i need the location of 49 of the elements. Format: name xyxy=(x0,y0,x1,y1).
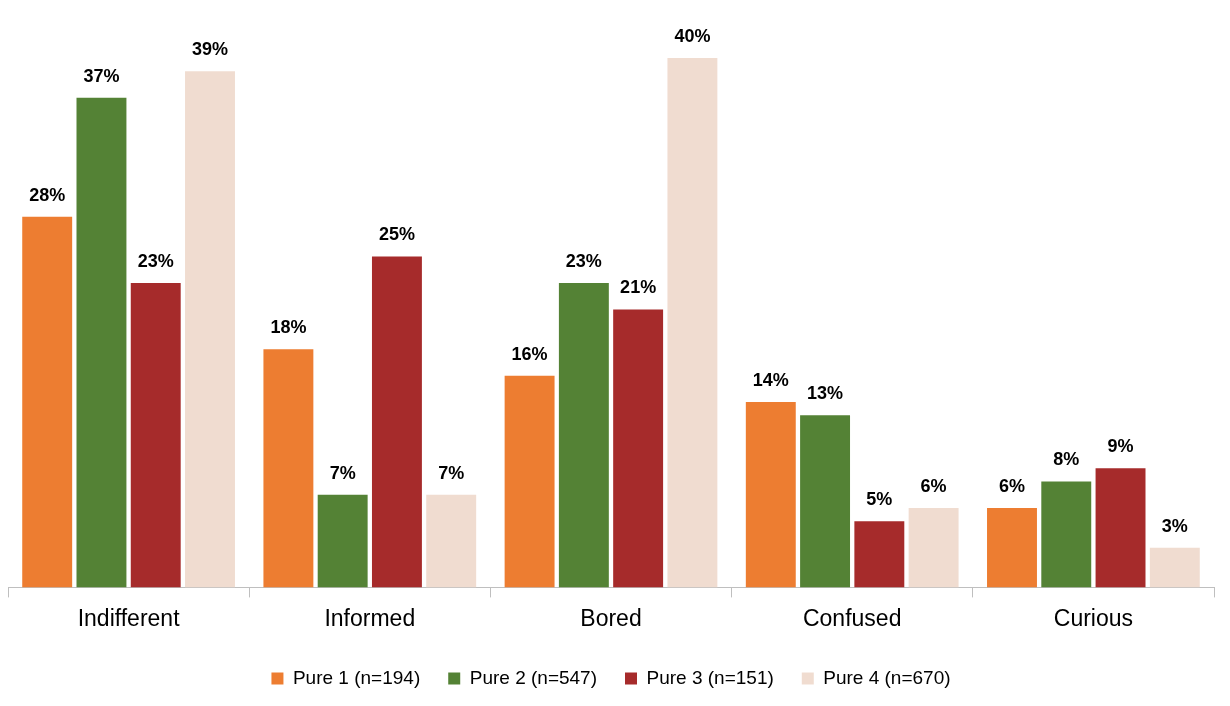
bar xyxy=(854,521,905,588)
data-label: 8% xyxy=(1053,449,1080,470)
bar xyxy=(76,97,127,588)
x-tick-label: Bored xyxy=(580,604,642,631)
data-label: 18% xyxy=(270,317,307,338)
data-label: 23% xyxy=(137,250,174,271)
bar xyxy=(371,256,422,588)
data-label: 16% xyxy=(511,343,548,364)
bar xyxy=(1041,481,1092,588)
bar xyxy=(185,71,235,588)
data-label: 3% xyxy=(1161,515,1188,536)
bar xyxy=(263,349,314,588)
x-tick-label: Indifferent xyxy=(77,604,181,631)
bar xyxy=(426,494,477,588)
data-label: 23% xyxy=(565,250,602,271)
legend-label: Pure 4 (n=670) xyxy=(823,666,951,688)
bar xyxy=(908,507,959,588)
legend-label: Pure 3 (n=151) xyxy=(646,666,774,688)
bar xyxy=(667,58,718,588)
bar xyxy=(22,216,73,588)
bar xyxy=(613,309,664,588)
bar xyxy=(800,415,851,588)
data-label: 14% xyxy=(752,370,789,391)
data-label: 6% xyxy=(920,475,947,496)
legend-label: Pure 2 (n=547) xyxy=(469,666,598,688)
bar xyxy=(745,402,796,588)
bar xyxy=(1095,468,1146,588)
bar xyxy=(504,375,555,588)
data-label: 9% xyxy=(1107,436,1134,457)
data-label: 6% xyxy=(998,475,1025,496)
data-label: 7% xyxy=(329,462,356,483)
data-label: 25% xyxy=(378,224,415,245)
bar xyxy=(987,507,1037,588)
x-tick-label: Curious xyxy=(1053,604,1134,631)
data-label: 39% xyxy=(191,39,229,60)
bar xyxy=(1149,547,1200,588)
x-tick-label: Informed xyxy=(324,604,416,631)
bar xyxy=(558,283,609,588)
bar xyxy=(317,494,368,588)
data-label: 7% xyxy=(438,462,465,483)
legend-label: Pure 1 (n=194) xyxy=(292,666,421,688)
data-label: 28% xyxy=(29,184,66,205)
data-label: 21% xyxy=(620,277,657,298)
x-tick-label: Confused xyxy=(802,604,902,631)
bar xyxy=(130,283,181,588)
data-label: 5% xyxy=(866,489,893,510)
data-label: 40% xyxy=(674,25,711,46)
data-label: 37% xyxy=(83,65,120,86)
data-label: 13% xyxy=(807,383,844,404)
